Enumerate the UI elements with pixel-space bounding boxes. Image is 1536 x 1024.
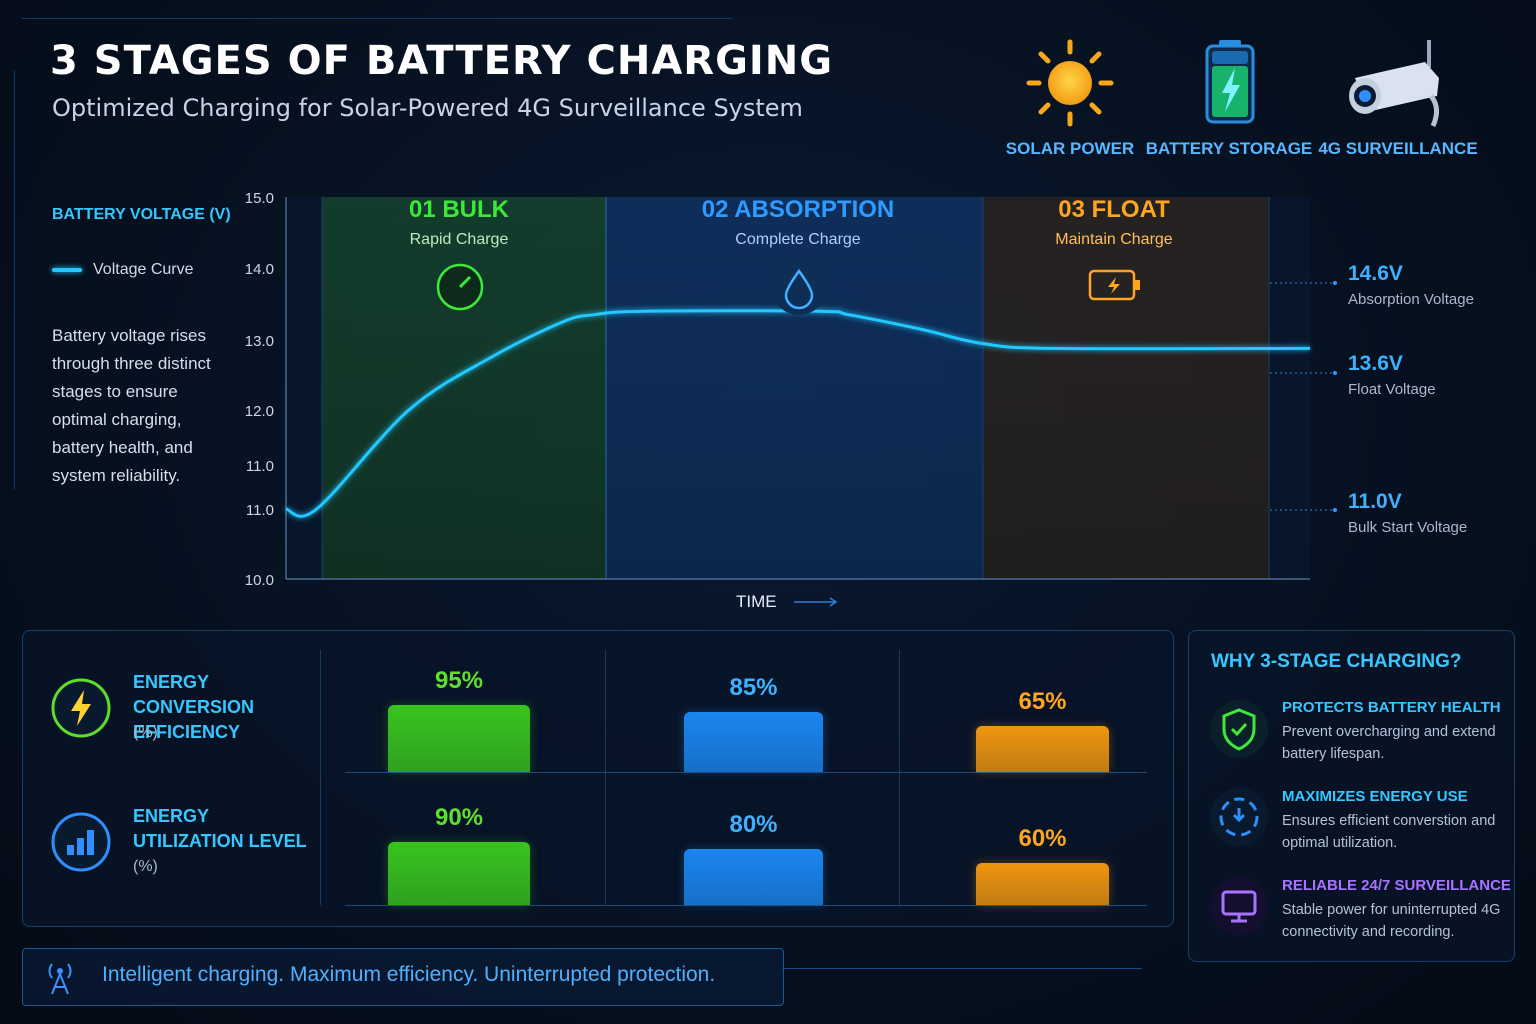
battery-bolt [1108, 277, 1120, 294]
annotation-label: Float Voltage [1348, 381, 1436, 398]
metric-bar-label: 60% [1018, 825, 1067, 852]
metrics-divider [320, 650, 321, 905]
annotation-value: 14.6V [1348, 262, 1403, 285]
annotation-dot [1333, 508, 1337, 512]
annotation-value: 11.0V [1348, 490, 1402, 513]
stage-title-absorption: 02 ABSORPTION [701, 196, 895, 223]
bar-baseline [345, 772, 1147, 773]
why-text-energy: Ensures efficient converstion and optima… [1282, 813, 1496, 851]
stage-subtitle-float: Maintain Charge [1055, 231, 1173, 248]
metric-unit-utilization: (%) [133, 858, 158, 875]
why-title: WHY 3-STAGE CHARGING? [1211, 651, 1462, 672]
y-axis-title: BATTERY VOLTAGE (V) [52, 206, 231, 223]
annotation-label: Absorption Voltage [1348, 291, 1474, 308]
badge-4g-surveillance: 4G SURVEILLANCE [1318, 139, 1478, 158]
why-text-health: Prevent overcharging and extend battery … [1282, 724, 1496, 762]
metric-title-conversion: ENERGY CONVERSION EFFICIENCY [133, 672, 255, 742]
why-text-surveillance: Stable power for uninterrupted 4G connec… [1282, 902, 1501, 940]
water-drop-icon [771, 259, 827, 315]
frame-line-left [14, 70, 15, 490]
page-subtitle: Optimized Charging for Solar-Powered 4G … [52, 94, 803, 122]
y-tick-label: 10.0 [245, 572, 274, 589]
y-tick-label: 15.0 [245, 190, 274, 207]
metric-bar-label: 95% [434, 667, 484, 694]
chart-description: Battery voltage rises through three dist… [52, 326, 211, 485]
x-axis-label: TIME [736, 592, 777, 611]
metric-bar-label: 90% [434, 804, 484, 831]
legend-label: Voltage Curve [93, 261, 194, 278]
footer-text: Intelligent charging. Maximum efficiency… [102, 963, 716, 986]
annotation-dot [1333, 281, 1337, 285]
stage-subtitle-absorption: Complete Charge [735, 231, 861, 248]
drop-shape [784, 268, 814, 310]
stage-title-float: 03 FLOAT [1058, 196, 1170, 223]
metric-bar [976, 726, 1109, 772]
why-heading-surveillance: RELIABLE 24/7 SURVEILLANCE [1282, 877, 1511, 894]
annotation-value: 13.6V [1348, 352, 1403, 375]
stage-title-bulk: 01 BULK [408, 196, 510, 223]
metric-bar [684, 849, 823, 905]
footer-decor-line [782, 968, 1142, 969]
footer-banner [22, 948, 784, 1006]
cycle-icon [1208, 786, 1270, 848]
voltage-chart: 15.0 14.0 13.0 12.0 11.0 11.0 10.0 [245, 190, 1337, 589]
metrics-divider [605, 650, 606, 905]
speedometer-needle [458, 275, 472, 289]
metric-bar-label: 85% [729, 674, 778, 701]
camera-icon [1345, 38, 1455, 133]
annotation-label: Bulk Start Voltage [1348, 519, 1468, 536]
metric-title-utilization: ENERGY UTILIZATION LEVEL [133, 806, 307, 851]
battery-tip [1135, 280, 1140, 290]
stage-subtitle-bulk: Rapid Charge [409, 231, 509, 248]
stage-region-float [983, 197, 1269, 579]
badge-battery-storage: BATTERY STORAGE [1145, 139, 1313, 158]
legend-line-swatch [52, 268, 82, 272]
metric-bar [388, 705, 530, 772]
battery-icon [1180, 38, 1280, 133]
y-tick-label: 14.0 [245, 261, 274, 278]
metric-bar [976, 863, 1109, 905]
y-tick-label: 11.0 [246, 458, 274, 475]
antenna-icon [40, 958, 80, 998]
metrics-divider [899, 650, 900, 905]
bar-chart-icon [50, 811, 112, 873]
metric-bar-label: 80% [729, 811, 778, 838]
metric-unit-conversion: (%) [133, 724, 158, 741]
stage-region-absorption [606, 197, 983, 579]
y-tick-label: 12.0 [245, 403, 274, 420]
why-heading-health: PROTECTS BATTERY HEALTH [1282, 699, 1501, 716]
battery-charge-icon [1088, 269, 1140, 301]
lightning-icon [50, 677, 112, 739]
drop-bg [771, 259, 827, 315]
y-tick-label: 13.0 [245, 333, 274, 350]
speedometer-icon [436, 263, 484, 311]
page-title: 3 STAGES OF BATTERY CHARGING [50, 38, 834, 84]
arrow-right-icon [794, 597, 838, 607]
metric-bar-label: 65% [1018, 688, 1067, 715]
annotation-dot [1333, 371, 1337, 375]
why-heading-energy: MAXIMIZES ENERGY USE [1282, 788, 1468, 805]
monitor-icon [1208, 875, 1270, 937]
metric-bar [388, 842, 530, 905]
stage-region-bulk [322, 197, 606, 579]
sun-icon [1020, 38, 1120, 133]
y-tick-label: 11.0 [246, 502, 274, 519]
badge-solar-power: SOLAR POWER [1005, 139, 1135, 158]
metric-bar [684, 712, 823, 772]
bar-baseline [345, 905, 1147, 906]
frame-line-top [22, 18, 732, 19]
voltage-curve-line [285, 309, 1311, 518]
shield-icon [1208, 698, 1270, 760]
battery-outline [1088, 269, 1136, 301]
